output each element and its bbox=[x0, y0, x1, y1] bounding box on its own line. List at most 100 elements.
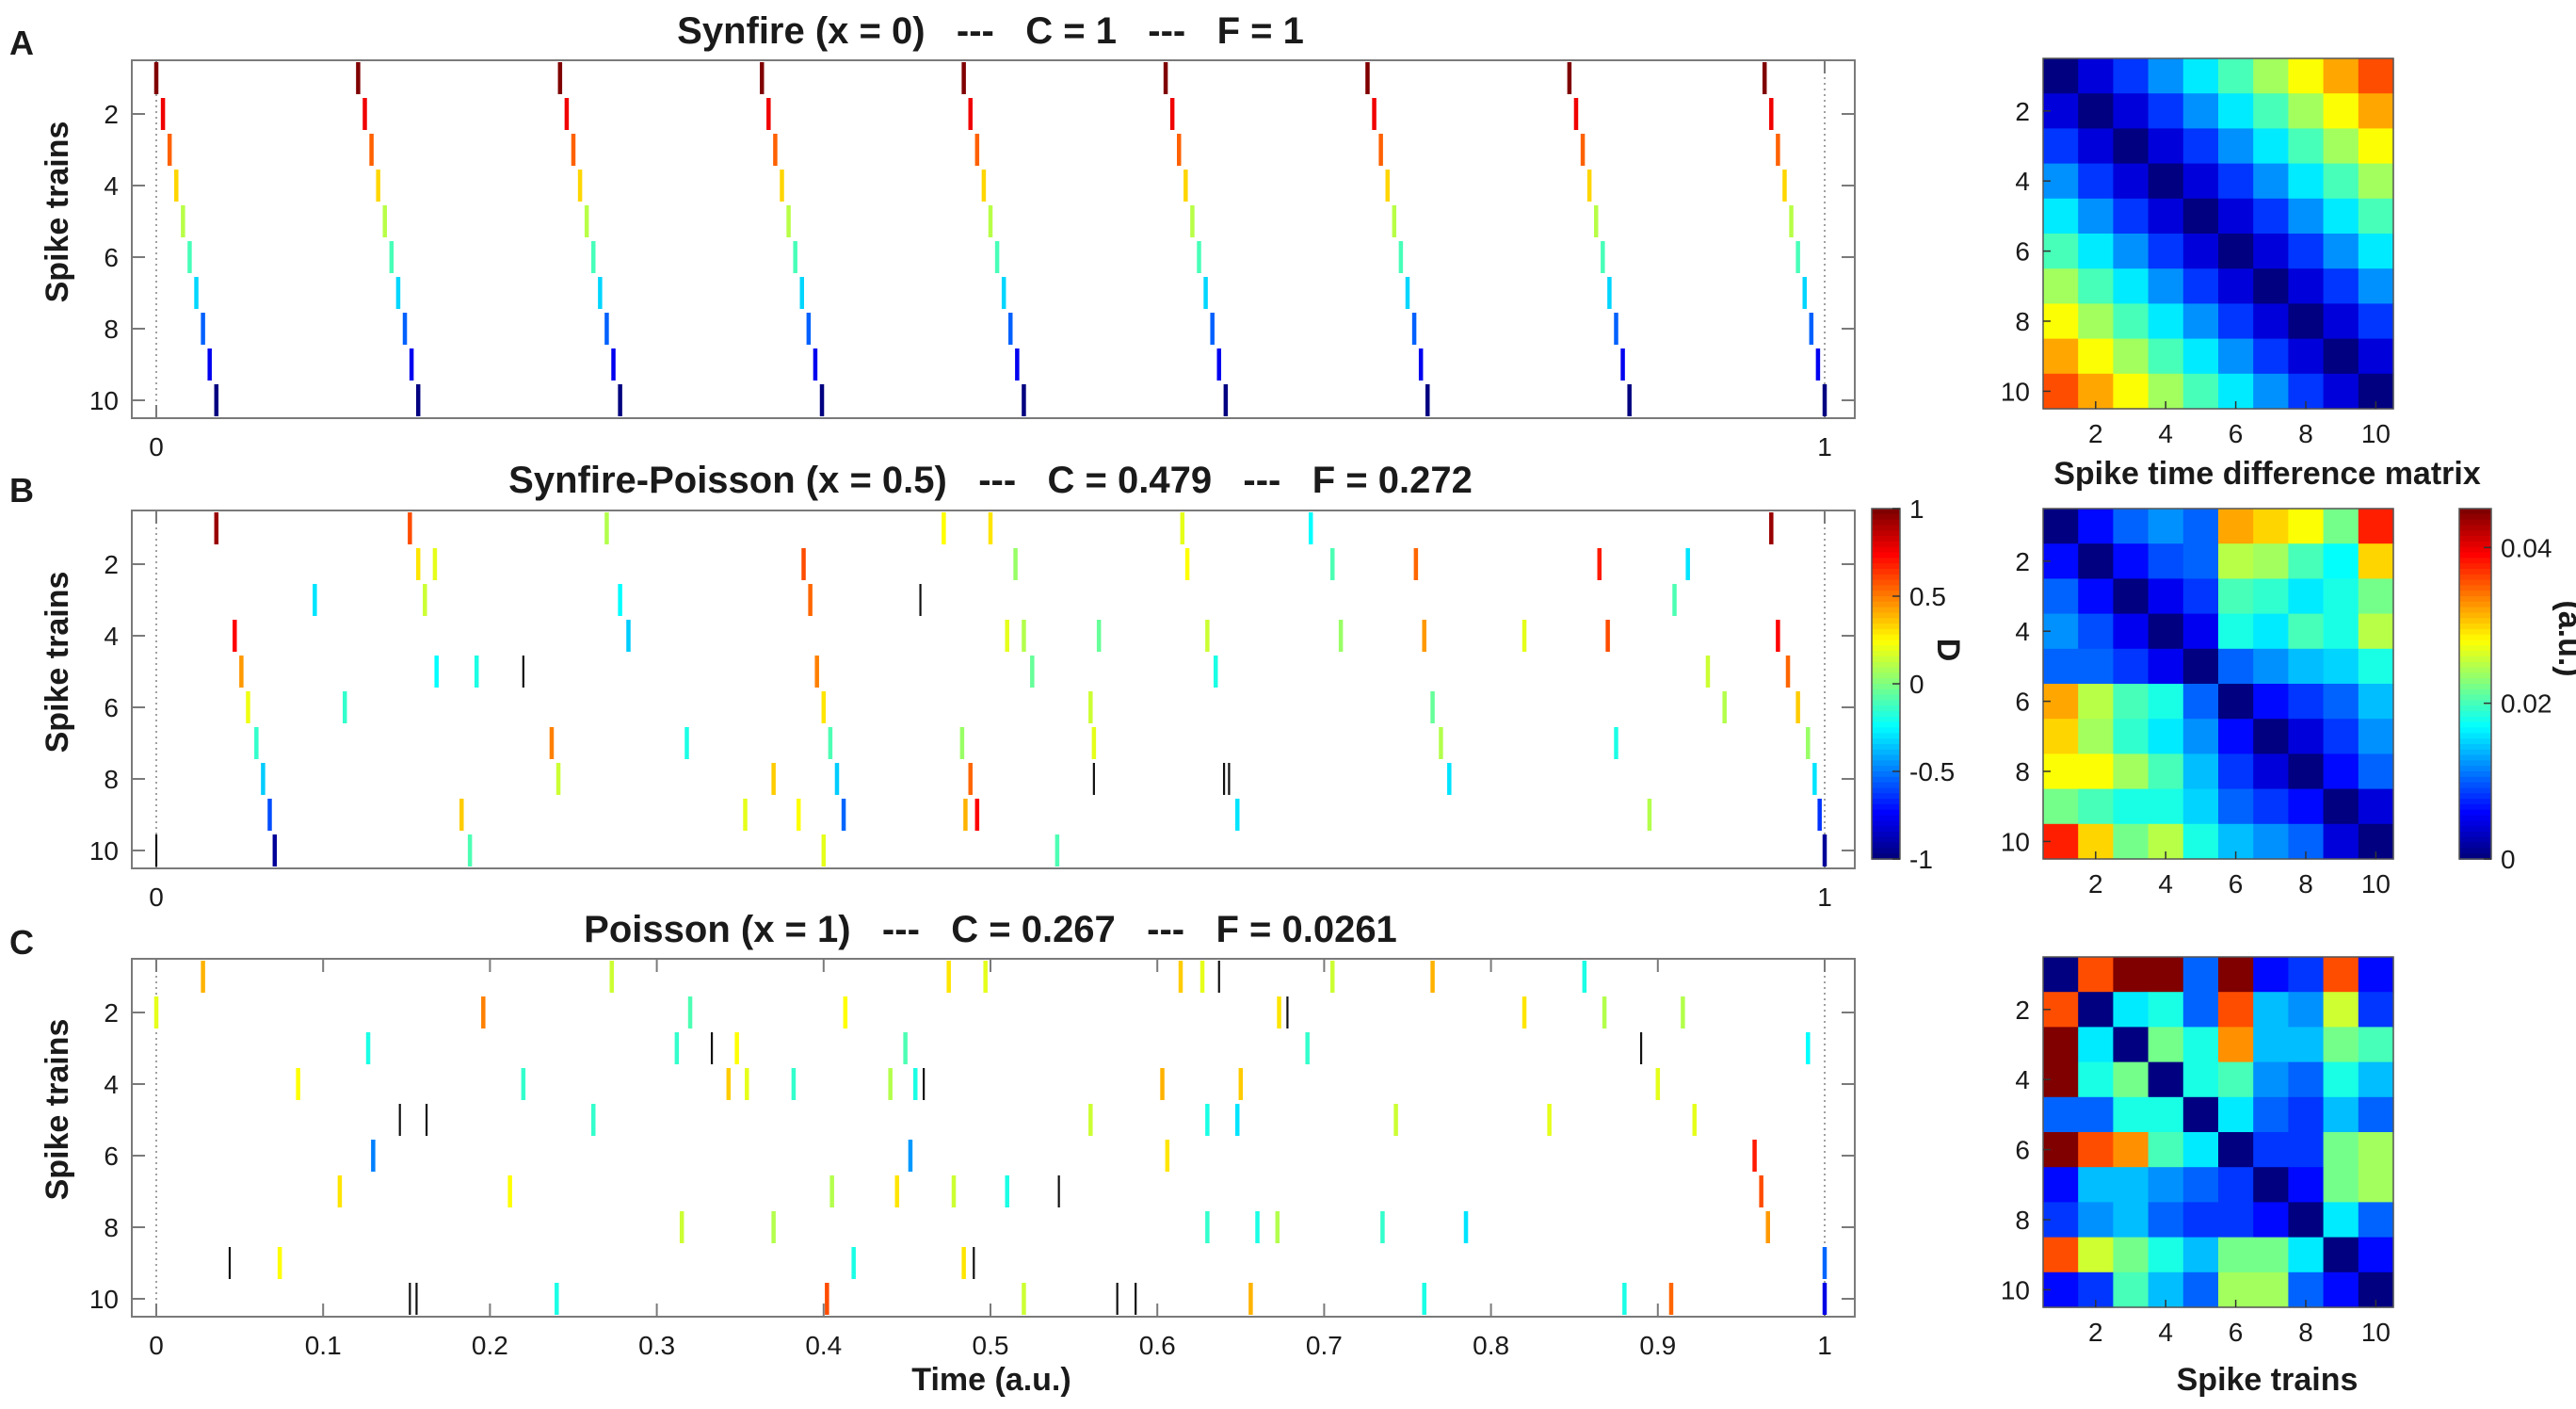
heatmap-cell bbox=[2253, 338, 2289, 375]
heatmap-cell bbox=[2113, 753, 2149, 790]
heatmap-cell bbox=[2113, 509, 2149, 544]
heatmap-cell bbox=[2358, 234, 2394, 269]
colorbar-segment bbox=[1872, 628, 1900, 636]
heatmap-ytick-label: 2 bbox=[2015, 547, 2030, 576]
colorbar-tick-label: 0 bbox=[1909, 670, 1924, 699]
heatmap-xtick-label: 10 bbox=[2361, 1318, 2391, 1347]
heatmap-frame bbox=[2042, 956, 2394, 1308]
heatmap-cell bbox=[2182, 1202, 2219, 1239]
colorbar-segment bbox=[2459, 568, 2491, 575]
heatmap-cell bbox=[2253, 992, 2289, 1028]
heatmap-cell bbox=[2358, 198, 2394, 235]
heatmap-cell bbox=[2323, 788, 2359, 825]
ytick-label: 2 bbox=[104, 998, 119, 1028]
heatmap-cell bbox=[2358, 1167, 2394, 1203]
colorbar-segment bbox=[1872, 579, 1900, 587]
heatmap-cell bbox=[2253, 1061, 2289, 1098]
heatmap-cell bbox=[2288, 509, 2325, 544]
heatmap-ytick-label: 10 bbox=[2001, 1275, 2030, 1304]
heatmap-cell bbox=[2182, 93, 2219, 129]
colorbar-segment bbox=[2459, 836, 2491, 844]
heatmap-xtick-label: 10 bbox=[2361, 419, 2391, 448]
heatmap-cell bbox=[2182, 58, 2219, 94]
colorbar-segment bbox=[1872, 546, 1900, 554]
heatmap-cell bbox=[2113, 543, 2149, 579]
heatmap-cell bbox=[2323, 578, 2359, 615]
heatmap-cell bbox=[2148, 338, 2184, 375]
heatmap-cell bbox=[2148, 992, 2184, 1028]
heatmap-frame bbox=[2042, 508, 2394, 860]
colorbar-segment bbox=[2459, 591, 2491, 597]
colorbar-segment bbox=[2459, 618, 2491, 624]
heatmap-cell bbox=[2253, 578, 2289, 615]
panel-title-b: Synfire-Poisson (x = 0.5) --- C = 0.479 … bbox=[508, 460, 1473, 501]
heatmap-cell bbox=[2182, 1061, 2219, 1098]
colorbar-segment bbox=[2459, 552, 2491, 559]
heatmap-cell bbox=[2043, 957, 2079, 993]
colorbar-segment bbox=[2459, 541, 2491, 548]
colorbar-segment bbox=[2459, 776, 2491, 784]
heatmap-cell bbox=[2288, 1167, 2325, 1203]
colorbar-segment bbox=[2459, 716, 2491, 723]
raster-plot-c: 2 4 6 8 10 0 0.1 0.2 0.3 0.4 0.5 0.6 0.7 0.8 0.9 1 bbox=[89, 958, 1856, 1360]
heatmap-cell bbox=[2358, 268, 2394, 304]
colorbar-d: 1 0.5 0 -0.5 -1 bbox=[1871, 494, 1955, 874]
colorbar-segment bbox=[2459, 634, 2491, 641]
heatmap-cell bbox=[2148, 1202, 2184, 1239]
colorbar-tick-label: 1 bbox=[1909, 494, 1924, 524]
heatmap-cell bbox=[2043, 128, 2079, 165]
heatmap-cell bbox=[2043, 719, 2079, 754]
colorbar-segment bbox=[1872, 684, 1900, 690]
heatmap-cell bbox=[2253, 268, 2289, 304]
heatmap-cell bbox=[2148, 957, 2184, 993]
colorbar-segment bbox=[1872, 525, 1900, 532]
heatmap-cell bbox=[2113, 128, 2149, 165]
colorbar-segment bbox=[1872, 688, 1900, 696]
colorbar-segment bbox=[1872, 749, 1900, 756]
heatmap-cell bbox=[2253, 1027, 2289, 1063]
xlabel-time: Time (a.u.) bbox=[911, 1362, 1071, 1398]
colorbar-segment bbox=[2459, 525, 2491, 532]
heatmap-cell bbox=[2182, 823, 2219, 860]
plot-frame-a bbox=[131, 59, 1856, 419]
heatmap-cell bbox=[2078, 198, 2114, 235]
ylabel-c: Spike trains bbox=[40, 1019, 75, 1201]
heatmap-xtick-label: 4 bbox=[2158, 419, 2173, 448]
xtick-label: 0.7 bbox=[1306, 1331, 1343, 1360]
heatmap-xtick-label: 6 bbox=[2229, 419, 2244, 448]
heatmap-cell bbox=[2253, 128, 2289, 165]
colorbar-segment bbox=[1872, 815, 1900, 822]
heatmap-cell bbox=[2288, 234, 2325, 269]
heatmap-cell bbox=[2043, 1167, 2079, 1203]
heatmap-cell bbox=[2358, 1202, 2394, 1239]
colorbar-segment bbox=[2459, 601, 2491, 608]
ytick-label: 6 bbox=[104, 1142, 119, 1171]
colorbar-segment bbox=[1872, 721, 1900, 729]
heatmap-cell bbox=[2253, 1096, 2289, 1133]
heatmap-cell bbox=[2323, 648, 2359, 685]
colorbar-segment bbox=[1872, 661, 1900, 669]
heatmap-cell bbox=[2358, 1237, 2394, 1273]
heatmap-cell bbox=[2148, 1167, 2184, 1203]
colorbar-segment bbox=[2459, 585, 2491, 591]
colorbar-segment bbox=[2459, 721, 2491, 729]
heatmap-cell bbox=[2288, 1132, 2325, 1168]
heatmap-cell bbox=[2218, 684, 2254, 720]
heatmap-cell bbox=[2323, 957, 2359, 993]
plot-frame-b bbox=[131, 510, 1856, 869]
heatmap-cell bbox=[2323, 992, 2359, 1028]
heatmap-cell bbox=[2148, 93, 2184, 129]
heatmap-cell bbox=[2323, 509, 2359, 544]
heatmap-cell bbox=[2358, 303, 2394, 340]
heatmap-ytick-label: 4 bbox=[2015, 167, 2030, 196]
colorbar-segment bbox=[2459, 749, 2491, 756]
heatmap-xtick-label: 8 bbox=[2298, 869, 2313, 899]
heatmap-cell bbox=[2113, 1167, 2149, 1203]
heatmap-cell bbox=[2078, 163, 2114, 200]
heatmap-cell bbox=[2288, 128, 2325, 165]
heatmap-cell bbox=[2078, 1237, 2114, 1273]
heatmap-cell bbox=[2288, 303, 2325, 340]
heatmap-cell bbox=[2043, 1096, 2079, 1133]
heatmap-cell bbox=[2148, 163, 2184, 200]
raster-plot-b: 2 4 6 8 10 0 1 bbox=[89, 510, 1856, 912]
